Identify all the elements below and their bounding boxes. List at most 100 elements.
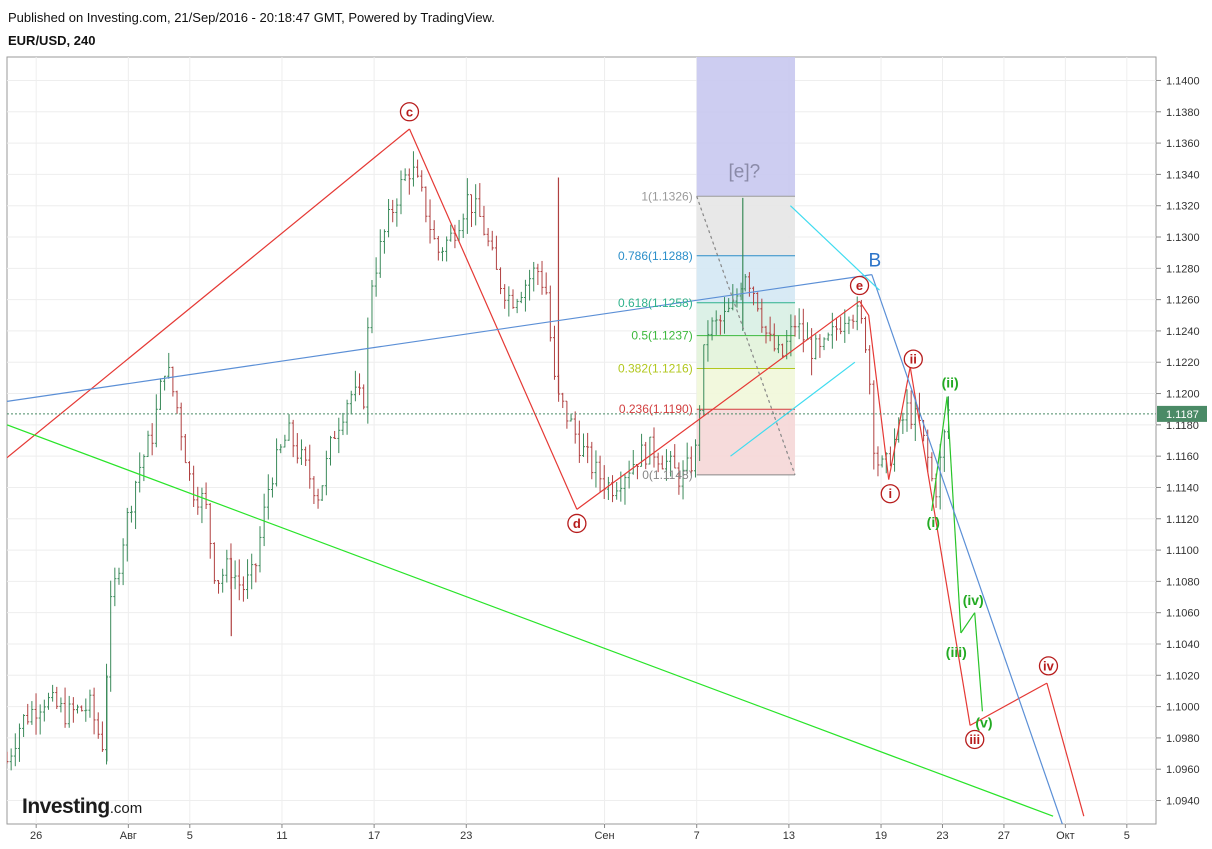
wave-label-circle (1038, 656, 1059, 676)
x-tick-label: 5 (187, 830, 193, 842)
wave-label: (v) (975, 714, 992, 730)
last-price-label: 1.1187 (1166, 409, 1199, 421)
green-wave-ii-iii (946, 396, 962, 634)
last-price-badge (1157, 405, 1207, 422)
wave-label: (i) (927, 514, 940, 530)
wave-label-circle (880, 484, 900, 504)
price-axis[interactable]: 1.0940 1.0960 1.0980 1.1000 1.1020 1.1040 1.10… (1156, 75, 1207, 808)
wave-label-circle (903, 349, 923, 369)
x-tick-label: Сен (594, 830, 614, 842)
logo-suffix: .com (109, 800, 143, 817)
blue-down-line (871, 274, 1063, 824)
fib-zone (696, 302, 796, 336)
y-tick-label: 1.1120 (1166, 514, 1199, 526)
fib-level-label: 0(1.1148) (642, 468, 692, 482)
wave-lines[interactable] (7, 128, 1156, 824)
fib-zone (696, 335, 796, 369)
fibonacci-retracement[interactable] (696, 57, 796, 476)
y-tick-label: 1.1100 (1166, 545, 1199, 557)
y-tick-label: 1.1260 (1166, 295, 1200, 307)
x-tick-label: 27 (998, 830, 1010, 842)
red-wave-i-ii (888, 366, 911, 480)
y-tick-label: 1.0960 (1166, 764, 1200, 776)
wave-label-circle (849, 275, 870, 296)
blue-trend-line (7, 274, 872, 402)
wave-label: (iv) (963, 592, 984, 608)
y-tick-label: 1.1140 (1166, 482, 1199, 494)
x-tick-label: 23 (936, 830, 948, 842)
y-tick-label: 1.1160 (1166, 451, 1199, 463)
y-tick-label: 1.1200 (1166, 389, 1200, 401)
wave-label: [e]? (728, 161, 760, 182)
wave-label: iv (1043, 658, 1055, 673)
red-wave-iii-iv (969, 682, 1048, 726)
x-tick-label: 13 (783, 830, 795, 842)
red-wave-a-c (7, 128, 410, 459)
fib-level-label: 1(1.1326) (641, 189, 692, 203)
y-tick-label: 1.1380 (1166, 107, 1200, 119)
y-tick-label: 1.1360 (1166, 138, 1200, 150)
wave-label: (ii) (942, 375, 959, 391)
x-tick-label: Окт (1056, 830, 1075, 842)
green-support-line (7, 424, 1054, 817)
y-tick-label: 1.1400 (1166, 75, 1200, 87)
symbol-title: EUR/USD, 240 (8, 33, 96, 48)
y-tick-label: 1.1300 (1166, 232, 1200, 244)
wave-label-circle (567, 513, 587, 534)
y-tick-label: 1.1340 (1166, 169, 1200, 181)
wave-labels: 1(1.1326) 0.786(1.1288) 0.618(1.1258) 0.5(1… (399, 102, 1059, 750)
y-tick-label: 1.1220 (1166, 357, 1200, 369)
fib-level-label: 0.382(1.1216) (618, 361, 693, 375)
y-tick-label: 1.1080 (1166, 576, 1200, 588)
plot-area (6, 56, 1157, 825)
red-channel-d-e (576, 300, 860, 510)
y-tick-label: 1.1040 (1166, 639, 1200, 651)
fib-level-label: 0.5(1.1237) (631, 329, 692, 343)
cyan-upper (789, 205, 880, 291)
red-wave-ii-iii (909, 366, 971, 726)
wave-label: ii (910, 352, 917, 367)
wave-label-circle (965, 729, 985, 750)
wave-label: c (406, 104, 413, 119)
fib-zone (696, 255, 796, 303)
time-zone-band (696, 57, 796, 197)
wave-label: iii (969, 732, 980, 747)
y-tick-label: 1.1180 (1166, 420, 1199, 432)
x-tick-label: 26 (30, 830, 42, 842)
y-tick-label: 1.1060 (1166, 608, 1200, 620)
green-wave-iii-iv (960, 612, 976, 634)
x-tick-label: 7 (694, 830, 700, 842)
fib-level-label: 0.786(1.1288) (618, 249, 693, 263)
x-tick-label: 17 (368, 830, 380, 842)
x-tick-label: 23 (460, 830, 472, 842)
red-wave-e-i (858, 300, 890, 480)
published-caption: Published on Investing.com, 21/Sep/2016 … (8, 10, 495, 25)
fib-zone (696, 196, 796, 256)
y-tick-label: 1.1280 (1166, 263, 1200, 275)
logo-main: Investing (22, 795, 110, 818)
fib-level-label: 0.618(1.1258) (618, 296, 693, 310)
x-tick-label: Авг (120, 830, 137, 842)
grid (7, 57, 1156, 824)
x-tick-label: 11 (276, 830, 287, 842)
y-tick-label: 1.1000 (1166, 702, 1200, 714)
green-wave-i-ii (931, 396, 948, 511)
grey-dashed (696, 196, 796, 476)
y-tick-label: 1.0980 (1166, 733, 1200, 745)
wave-label: e (856, 278, 863, 293)
x-tick-label: 5 (1124, 830, 1130, 842)
wave-label: d (573, 516, 581, 531)
green-wave-iv-v (974, 612, 983, 712)
y-tick-label: 1.1240 (1166, 326, 1200, 338)
wave-label-circle (399, 102, 420, 122)
cyan-lower (730, 361, 856, 457)
fib-level-label: 0.236(1.1190) (619, 402, 693, 416)
y-tick-label: 1.1020 (1166, 670, 1200, 682)
wave-label: (iii) (946, 644, 967, 660)
fib-zone (696, 368, 796, 410)
red-wave-c-d (408, 128, 578, 510)
time-axis[interactable]: 26 Авг 5 11 17 23 Сен 7 13 19 23 27 Окт 5 (30, 824, 1130, 842)
x-tick-label: 19 (875, 830, 887, 842)
investing-logo: Investing.com (22, 795, 142, 819)
